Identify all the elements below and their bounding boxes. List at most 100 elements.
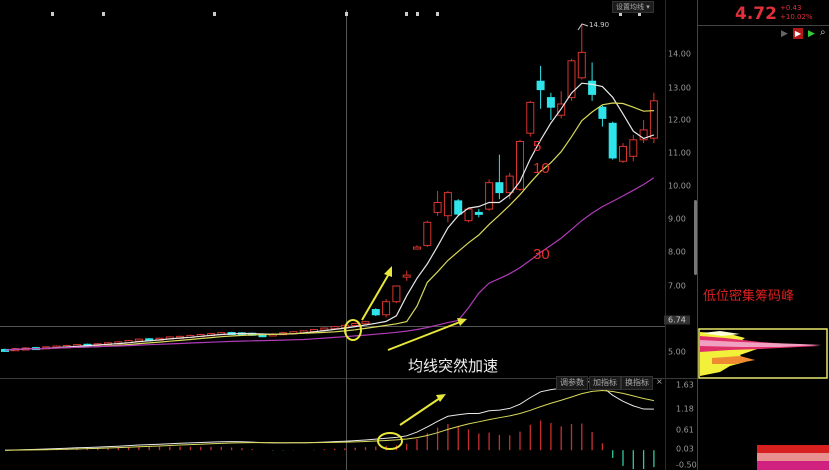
event-marker-dot[interactable] xyxy=(102,12,105,16)
candle-bullish xyxy=(392,285,401,303)
candle-body xyxy=(495,182,504,194)
candle-body xyxy=(505,175,514,194)
candle-body xyxy=(330,326,339,330)
candle-body xyxy=(351,322,360,326)
candle-body xyxy=(485,182,494,210)
candle-bullish xyxy=(567,59,576,101)
candle-bullish xyxy=(629,134,638,162)
candle-bullish xyxy=(402,270,411,281)
price-tick: 13.00 xyxy=(668,83,691,93)
candle-bearish xyxy=(536,65,545,109)
price-tick: 10.00 xyxy=(668,181,691,191)
price-tick: 7.00 xyxy=(668,281,686,291)
price-change: +0.43 xyxy=(780,4,802,12)
macd-tick: 0.61 xyxy=(676,425,694,435)
play-green-icon[interactable]: ▶ xyxy=(808,29,815,39)
candle-body xyxy=(619,145,627,162)
event-marker-dot[interactable] xyxy=(416,12,419,16)
candle-body xyxy=(443,192,452,217)
current-price-label: 6.74 xyxy=(664,315,690,325)
candle-bearish xyxy=(598,105,607,127)
candle-bullish xyxy=(330,325,339,330)
event-marker-dot[interactable] xyxy=(619,12,622,16)
candle-bearish xyxy=(474,209,483,218)
ma30-line xyxy=(4,177,655,351)
event-marker-dot[interactable] xyxy=(213,12,216,16)
candle-body xyxy=(649,100,658,139)
arrow-2 xyxy=(387,321,461,351)
macd-tick: 0.03 xyxy=(676,444,694,454)
high-marker-line xyxy=(577,23,589,31)
event-marker-dot[interactable] xyxy=(51,12,54,16)
candle-body xyxy=(423,221,432,246)
crosshair-vertical xyxy=(346,10,347,470)
arrowhead-1 xyxy=(384,266,392,277)
event-marker-dot[interactable] xyxy=(345,12,348,16)
event-marker-dot[interactable] xyxy=(436,12,439,16)
candle-bearish xyxy=(588,62,597,101)
candle-body xyxy=(629,139,638,157)
scrollbar[interactable] xyxy=(694,200,697,275)
candle-body xyxy=(588,80,597,95)
candle-bullish xyxy=(443,190,452,223)
candle-bullish xyxy=(639,120,648,144)
candle-bullish xyxy=(485,179,494,211)
play-red-icon[interactable]: ▶ xyxy=(793,28,803,39)
candle-bullish xyxy=(464,207,473,223)
axis-divider xyxy=(665,0,666,470)
candle-body xyxy=(464,208,473,222)
candle-bearish xyxy=(454,199,463,216)
high-marker-label: 14.90 xyxy=(589,21,610,29)
candle-body xyxy=(536,80,545,91)
annotations xyxy=(344,266,467,450)
candle-body xyxy=(371,309,380,316)
macd-dea-line xyxy=(4,389,655,451)
candle-body xyxy=(392,285,401,303)
close-indicator-button[interactable]: × xyxy=(656,377,663,386)
switch-indicator-button[interactable]: 换指标 xyxy=(621,376,653,390)
candle-body xyxy=(526,101,535,134)
cost-legend-red xyxy=(757,445,829,453)
candle-bearish xyxy=(371,308,380,317)
candle-bullish xyxy=(433,190,442,216)
chip-orange xyxy=(712,356,755,364)
candle-bullish xyxy=(526,100,535,137)
ma10-label: 10 xyxy=(533,160,550,177)
candle-body xyxy=(608,122,617,159)
price-tick: 5.00 xyxy=(668,347,686,357)
acceleration-ellipse-macd xyxy=(377,432,403,450)
right-panel-divider xyxy=(697,0,698,470)
event-marker-dot[interactable] xyxy=(638,12,641,16)
ma10-line xyxy=(4,102,654,351)
acceleration-ellipse-main xyxy=(344,319,362,341)
price-tick: 12.00 xyxy=(668,115,691,125)
event-marker-dot[interactable] xyxy=(405,12,408,16)
candle-body xyxy=(382,301,391,316)
macd-tick: -0.50 xyxy=(676,460,697,470)
last-price: 4.72 xyxy=(735,4,777,24)
add-indicator-button[interactable]: 加指标 xyxy=(589,376,621,390)
macd-dif-line xyxy=(4,380,654,451)
ma-settings-label: 设置均线 xyxy=(616,3,644,11)
candle-bullish xyxy=(423,220,432,248)
candle-body xyxy=(413,246,421,250)
candle-bullish xyxy=(382,299,391,318)
arrowhead-2 xyxy=(457,318,467,326)
ma-settings-button[interactable]: 设置均线 ▾ xyxy=(612,1,654,13)
ma30-label: 30 xyxy=(533,246,550,263)
chip-pink xyxy=(700,340,822,347)
price-change-pct: +10.02% xyxy=(780,13,813,21)
ma5-label: 5 xyxy=(533,138,542,155)
adjust-params-button[interactable]: 调参数 xyxy=(556,376,588,390)
ma5-line xyxy=(4,82,655,351)
play-gray-icon[interactable]: ▶ xyxy=(781,29,788,39)
cost-legend-pink xyxy=(757,453,829,461)
arrowhead-3 xyxy=(436,394,446,402)
main-panel-divider xyxy=(0,378,697,379)
zoom-icon[interactable]: ⌕ xyxy=(820,27,826,38)
candle-body xyxy=(361,321,370,325)
price-tick: 14.00 xyxy=(668,49,691,59)
chip-white xyxy=(702,331,740,336)
candle-bullish xyxy=(413,245,421,250)
candle-bearish xyxy=(546,92,555,120)
